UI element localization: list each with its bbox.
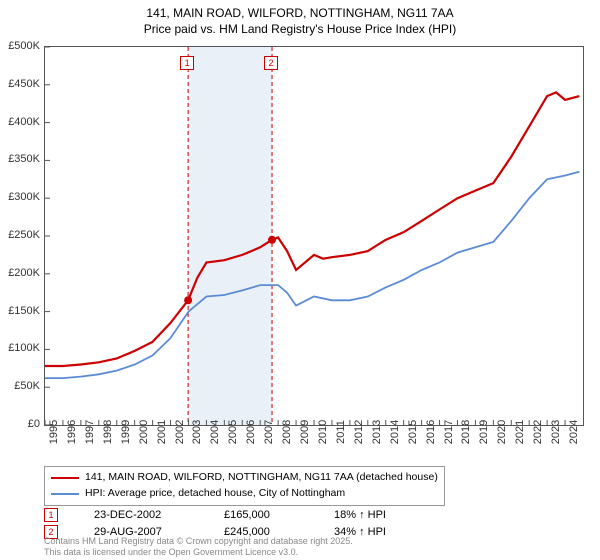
y-tick-label: £500K bbox=[0, 40, 40, 52]
copyright-notice: Contains HM Land Registry data © Crown c… bbox=[44, 536, 353, 558]
event-date: 23-DEC-2002 bbox=[94, 509, 224, 521]
sale-event-row: 1 23-DEC-2002£165,00018% ↑ HPI bbox=[44, 506, 444, 523]
x-tick-label: 2024 bbox=[568, 420, 580, 444]
x-tick-label: 2005 bbox=[227, 420, 239, 444]
copyright-line-1: Contains HM Land Registry data © Crown c… bbox=[44, 536, 353, 547]
x-tick-label: 2022 bbox=[532, 420, 544, 444]
legend-row-hpi: HPI: Average price, detached house, City… bbox=[51, 486, 438, 502]
title-line-2: Price paid vs. HM Land Registry's House … bbox=[0, 22, 600, 38]
sale-marker-box: 1 bbox=[180, 56, 194, 70]
x-tick-label: 2019 bbox=[478, 420, 490, 444]
x-tick-label: 2010 bbox=[317, 420, 329, 444]
sale-event-table: 123-DEC-2002£165,00018% ↑ HPI229-AUG-200… bbox=[44, 506, 444, 540]
x-tick-label: 2017 bbox=[443, 420, 455, 444]
y-tick-label: £150K bbox=[0, 305, 40, 317]
x-tick-label: 1999 bbox=[120, 420, 132, 444]
y-tick-label: £200K bbox=[0, 267, 40, 279]
chart-container: 141, MAIN ROAD, WILFORD, NOTTINGHAM, NG1… bbox=[0, 0, 600, 560]
x-tick-label: 2021 bbox=[514, 420, 526, 444]
x-tick-label: 2013 bbox=[371, 420, 383, 444]
x-tick-label: 2008 bbox=[281, 420, 293, 444]
legend-row-property: 141, MAIN ROAD, WILFORD, NOTTINGHAM, NG1… bbox=[51, 470, 438, 486]
sale-marker-box: 2 bbox=[264, 56, 278, 70]
x-tick-label: 2023 bbox=[550, 420, 562, 444]
legend-label-hpi: HPI: Average price, detached house, City… bbox=[85, 486, 345, 502]
legend-label-property: 141, MAIN ROAD, WILFORD, NOTTINGHAM, NG1… bbox=[85, 470, 438, 486]
x-tick-label: 2011 bbox=[335, 420, 347, 444]
x-tick-label: 2009 bbox=[299, 420, 311, 444]
chart-title: 141, MAIN ROAD, WILFORD, NOTTINGHAM, NG1… bbox=[0, 0, 600, 37]
y-tick-label: £100K bbox=[0, 342, 40, 354]
event-diff: 18% ↑ HPI bbox=[334, 509, 444, 521]
x-tick-label: 2016 bbox=[425, 420, 437, 444]
x-tick-label: 2004 bbox=[209, 420, 221, 444]
x-tick-label: 2014 bbox=[389, 420, 401, 444]
x-tick-label: 2001 bbox=[156, 420, 168, 444]
copyright-line-2: This data is licensed under the Open Gov… bbox=[44, 547, 353, 558]
y-tick-label: £0 bbox=[0, 418, 40, 430]
y-tick-label: £450K bbox=[0, 78, 40, 90]
plot-area bbox=[44, 46, 584, 426]
x-tick-label: 2015 bbox=[407, 420, 419, 444]
x-tick-label: 2000 bbox=[138, 420, 150, 444]
x-tick-label: 2012 bbox=[353, 420, 365, 444]
legend-swatch-property bbox=[51, 477, 79, 479]
x-tick-label: 2018 bbox=[460, 420, 472, 444]
x-tick-label: 2002 bbox=[174, 420, 186, 444]
title-line-1: 141, MAIN ROAD, WILFORD, NOTTINGHAM, NG1… bbox=[0, 6, 600, 22]
event-num-box: 1 bbox=[44, 508, 58, 522]
y-tick-label: £50K bbox=[0, 380, 40, 392]
x-tick-label: 1998 bbox=[102, 420, 114, 444]
x-tick-label: 1996 bbox=[66, 420, 78, 444]
x-tick-label: 1995 bbox=[48, 420, 60, 444]
y-tick-label: £400K bbox=[0, 116, 40, 128]
chart-svg bbox=[45, 47, 583, 425]
legend-swatch-hpi bbox=[51, 493, 79, 495]
y-tick-label: £300K bbox=[0, 191, 40, 203]
x-tick-label: 2006 bbox=[245, 420, 257, 444]
y-tick-label: £250K bbox=[0, 229, 40, 241]
x-tick-label: 2007 bbox=[263, 420, 275, 444]
x-tick-label: 1997 bbox=[84, 420, 96, 444]
x-tick-label: 2003 bbox=[191, 420, 203, 444]
legend: 141, MAIN ROAD, WILFORD, NOTTINGHAM, NG1… bbox=[44, 466, 445, 506]
event-price: £165,000 bbox=[224, 509, 334, 521]
y-tick-label: £350K bbox=[0, 153, 40, 165]
x-tick-label: 2020 bbox=[496, 420, 508, 444]
